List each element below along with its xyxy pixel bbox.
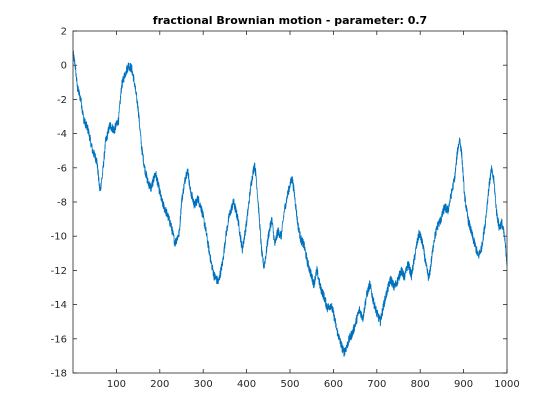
axis-ticks: 100 200 300 400 500 600 700 800 900 1000 2 0 -2 -4 -6 -… bbox=[51, 27, 520, 391]
x-tick-label: 100 bbox=[107, 379, 126, 390]
x-tick-label: 200 bbox=[150, 379, 169, 390]
series-group bbox=[72, 50, 508, 357]
x-tick-label: 400 bbox=[237, 379, 256, 390]
x-tick-label: 700 bbox=[367, 379, 386, 390]
y-tick-label: -16 bbox=[51, 334, 67, 345]
x-tick-label: 800 bbox=[411, 379, 430, 390]
x-tick-label: 1000 bbox=[494, 379, 519, 390]
y-tick-label: -8 bbox=[57, 198, 67, 209]
y-tick-label: 2 bbox=[61, 27, 67, 38]
y-tick-label: -14 bbox=[51, 300, 67, 311]
axes-box bbox=[72, 30, 508, 374]
y-tick-label: -10 bbox=[51, 232, 67, 243]
chart-title: fractional Brownian motion - parameter: … bbox=[153, 14, 427, 27]
y-tick-label: -12 bbox=[51, 266, 67, 277]
x-tick-label: 900 bbox=[454, 379, 473, 390]
y-tick-label: 0 bbox=[61, 61, 67, 72]
y-tick-label: -18 bbox=[51, 369, 67, 380]
y-tick-label: -2 bbox=[57, 95, 67, 106]
axes-background bbox=[73, 31, 507, 373]
x-tick-label: 300 bbox=[194, 379, 213, 390]
x-tick-label: 600 bbox=[324, 379, 343, 390]
x-tick-label: 500 bbox=[280, 379, 299, 390]
fbm-series-line bbox=[72, 50, 508, 357]
y-tick-label: -4 bbox=[57, 129, 67, 140]
y-tick-label: -6 bbox=[57, 163, 67, 174]
